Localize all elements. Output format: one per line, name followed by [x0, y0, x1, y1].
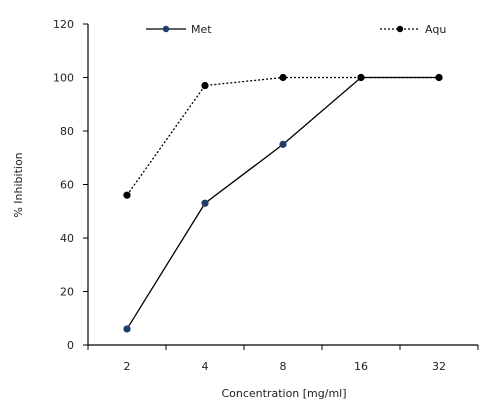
- data-point-aqu: [435, 73, 443, 82]
- data-point-aqu: [201, 81, 209, 90]
- x-ticks: 2 4 8 16 32: [87, 345, 479, 373]
- x-tick-label: 32: [432, 360, 446, 373]
- series-layer: [123, 73, 443, 333]
- y-tick-label: 0: [67, 339, 74, 352]
- y-tick-label: 120: [53, 18, 74, 31]
- y-ticks: 0 20 40 60 80 100 120: [53, 18, 88, 352]
- data-point-aqu: [279, 73, 287, 82]
- x-axis-title: Concentration [mg/ml]: [221, 387, 346, 400]
- y-tick-label: 80: [60, 125, 74, 138]
- data-point-met: [201, 199, 209, 207]
- x-tick-label: 8: [280, 360, 287, 373]
- data-point-aqu: [357, 73, 365, 82]
- y-tick-label: 100: [53, 72, 74, 85]
- legend-marker-met: [162, 25, 170, 33]
- legend: Met Aqu: [146, 23, 446, 36]
- series-line-aqu: [126, 76, 439, 196]
- x-tick-label: 2: [124, 360, 131, 373]
- legend-label-met: Met: [191, 23, 212, 36]
- y-tick-label: 20: [60, 286, 74, 299]
- y-tick-label: 60: [60, 179, 74, 192]
- legend-label-aqu: Aqu: [425, 23, 446, 36]
- x-tick-label: 16: [354, 360, 368, 373]
- y-tick-label: 40: [60, 232, 74, 245]
- legend-marker-aqu: [396, 25, 404, 33]
- y-axis-title: % Inhibition: [12, 152, 25, 217]
- data-point-met: [279, 140, 287, 148]
- x-tick-label: 4: [202, 360, 209, 373]
- data-point-met: [123, 325, 131, 333]
- series-line-met: [126, 76, 439, 330]
- data-point-aqu: [123, 191, 131, 199]
